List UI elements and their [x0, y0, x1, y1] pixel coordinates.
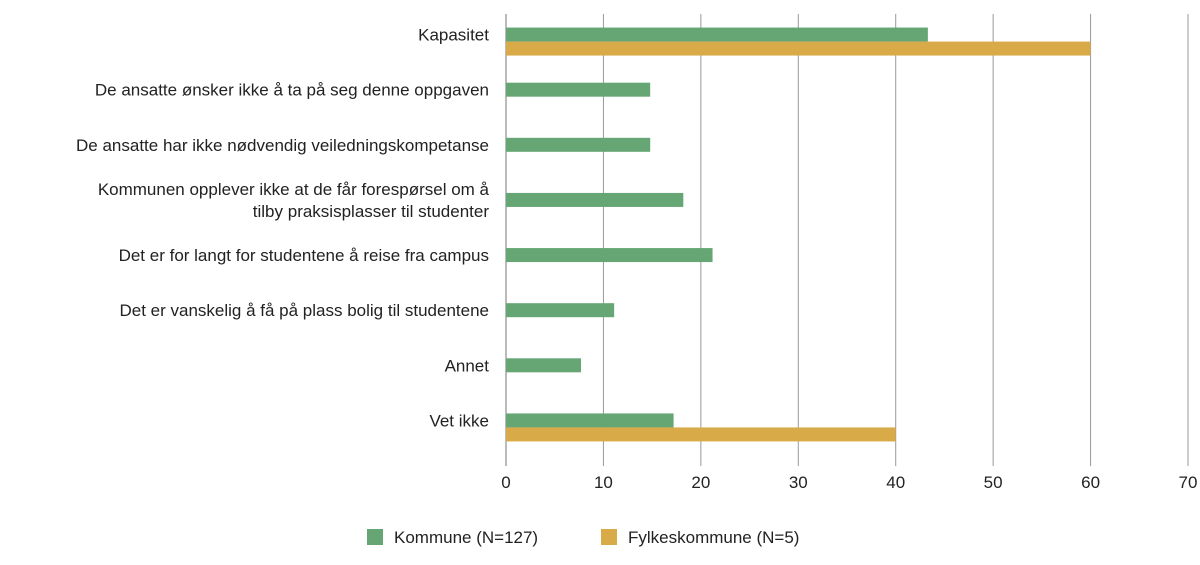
- x-tick-label: 30: [789, 473, 808, 492]
- category-label: Kapasitet: [418, 26, 489, 45]
- category-label: Kommunen opplever ikke at de får forespø…: [98, 180, 490, 199]
- category-label: De ansatte har ikke nødvendig veiledning…: [76, 136, 489, 155]
- x-tick-label: 20: [691, 473, 710, 492]
- x-tick-label: 10: [594, 473, 613, 492]
- bar-kommune: [506, 358, 582, 373]
- category-label: Annet: [445, 356, 490, 375]
- bar-kommune: [506, 137, 651, 152]
- x-tick-label: 40: [886, 473, 905, 492]
- x-tick-label: 0: [501, 473, 510, 492]
- bar-kommune: [506, 413, 674, 428]
- legend-swatch: [367, 529, 383, 545]
- bar-kommune: [506, 192, 684, 207]
- bar-fylkeskommune: [506, 427, 896, 442]
- legend-label: Fylkeskommune (N=5): [628, 528, 799, 547]
- category-label: De ansatte ønsker ikke å ta på seg denne…: [95, 81, 489, 100]
- bar-kommune: [506, 27, 928, 42]
- legend-item: Kommune (N=127): [367, 528, 538, 547]
- category-label: Vet ikke: [429, 411, 489, 430]
- bar-kommune: [506, 82, 651, 97]
- x-tick-label: 50: [984, 473, 1003, 492]
- legend-swatch: [601, 529, 617, 545]
- bar-kommune: [506, 303, 615, 318]
- bar-fylkeskommune: [506, 41, 1091, 56]
- legend-label: Kommune (N=127): [394, 528, 538, 547]
- x-tick-label: 70: [1179, 473, 1198, 492]
- legend-item: Fylkeskommune (N=5): [601, 528, 799, 547]
- category-label: tilby praksisplasser til studenter: [253, 202, 490, 221]
- x-tick-label: 60: [1081, 473, 1100, 492]
- category-label: Det er vanskelig å få på plass bolig til…: [119, 301, 489, 320]
- category-label: Det er for langt for studentene å reise …: [119, 246, 489, 265]
- bar-kommune: [506, 248, 713, 263]
